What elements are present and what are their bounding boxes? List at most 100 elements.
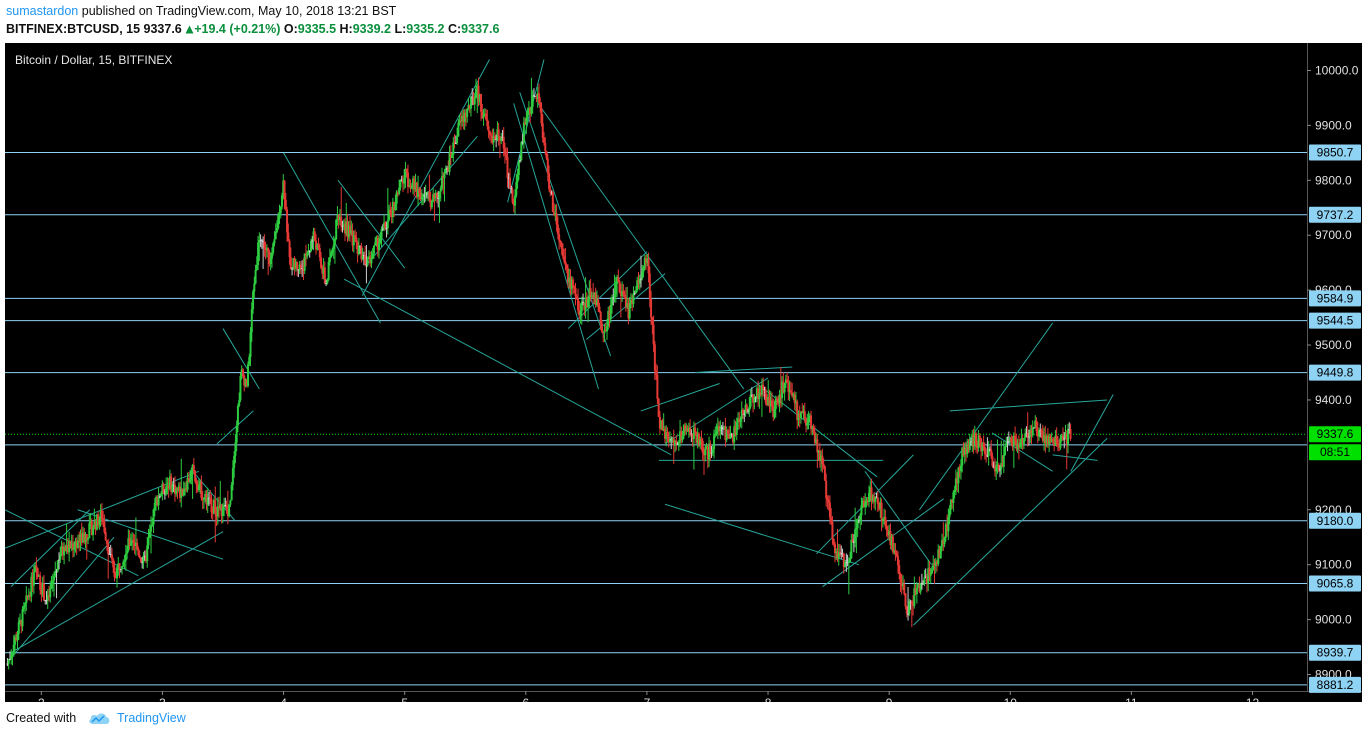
candle-body xyxy=(702,453,705,456)
y-tick-label: 10000.0 xyxy=(1315,63,1359,77)
candle-body xyxy=(495,138,498,140)
candle-body xyxy=(487,126,490,132)
candle-body xyxy=(637,280,640,284)
candle-body xyxy=(286,209,289,233)
candle-body xyxy=(1036,431,1039,437)
candle-body xyxy=(540,107,543,124)
candle-body xyxy=(160,493,163,497)
candle-body xyxy=(677,442,680,444)
candle-body xyxy=(453,142,456,144)
x-tick-label: 3 xyxy=(159,696,166,702)
candle-body xyxy=(904,593,907,607)
candle-body xyxy=(913,588,916,606)
candle-body xyxy=(1021,438,1024,445)
candle-body xyxy=(420,197,423,200)
price-chart[interactable]: 10000.09900.09800.09700.09600.09500.0940… xyxy=(5,43,1362,702)
candle-body xyxy=(97,514,100,526)
candle-body xyxy=(384,222,387,229)
chart-area[interactable]: 10000.0 9900.0 9800.0 9700.0 9600.0 9500.0 940… xyxy=(5,43,1362,702)
candle-body xyxy=(148,531,151,538)
candle-body xyxy=(126,550,129,554)
candle-body xyxy=(789,390,792,393)
candle-body xyxy=(880,502,883,521)
candle-body xyxy=(954,478,957,491)
candle-body xyxy=(1054,435,1057,446)
candle-body xyxy=(351,230,354,246)
candle-body xyxy=(428,191,431,200)
candle-body xyxy=(768,396,771,407)
candle-body xyxy=(299,264,302,269)
candle-body xyxy=(356,242,359,255)
trend-line xyxy=(1070,394,1114,472)
candle-body xyxy=(87,538,90,540)
candle-body xyxy=(578,310,581,316)
candle-body xyxy=(856,520,859,529)
candle-body xyxy=(210,498,213,513)
candle-body xyxy=(491,135,494,143)
candle-body xyxy=(903,584,906,594)
candle-body xyxy=(440,176,443,189)
level-badge: 9584.9 xyxy=(1317,291,1354,305)
candle-body xyxy=(223,505,226,507)
candle-body xyxy=(250,309,253,333)
candle-body xyxy=(1067,429,1070,445)
author-link[interactable]: sumastardon xyxy=(6,4,79,18)
candle-body xyxy=(626,303,629,308)
candle-body xyxy=(47,595,50,598)
current-price-badge-bg xyxy=(1309,426,1361,443)
candle-body xyxy=(444,168,447,174)
candle-body xyxy=(530,106,533,114)
candle-body xyxy=(905,606,908,614)
candle-body xyxy=(588,288,591,299)
candle-body xyxy=(68,541,71,553)
candle-body xyxy=(874,497,877,503)
candle-body xyxy=(158,496,161,498)
candle-body xyxy=(313,231,316,241)
candle-body xyxy=(244,378,247,386)
candle-body xyxy=(302,268,305,271)
candle-body xyxy=(40,589,43,595)
candle-body xyxy=(347,225,350,238)
candle-body xyxy=(1010,437,1013,443)
candle-body xyxy=(265,247,268,251)
candle-body xyxy=(260,240,263,242)
candle-body xyxy=(100,510,103,520)
candle-body xyxy=(146,545,149,562)
candle-body xyxy=(691,433,694,440)
candle-body xyxy=(929,573,932,576)
candle-body xyxy=(192,465,195,472)
candle-body xyxy=(1061,435,1064,440)
candle-body xyxy=(485,113,488,120)
candle-body xyxy=(536,93,539,100)
candle-body xyxy=(735,422,738,435)
candle-body xyxy=(200,481,203,499)
candle-body xyxy=(452,142,455,155)
candle-body xyxy=(517,160,520,176)
candle-body xyxy=(488,131,491,135)
candle-body xyxy=(1014,435,1017,441)
level-badge-bg xyxy=(1309,312,1361,329)
candle-body xyxy=(656,374,659,399)
candle-body xyxy=(486,119,489,127)
candle-body xyxy=(582,301,585,303)
candle-body xyxy=(439,188,442,192)
candle-body xyxy=(341,225,344,227)
candle-body xyxy=(184,488,187,491)
candle-body xyxy=(972,434,975,447)
candle-body xyxy=(862,500,865,507)
candle-body xyxy=(24,603,27,607)
candle-body xyxy=(304,253,307,257)
candle-body xyxy=(855,528,858,530)
price-change: +19.4 (+0.21%) xyxy=(194,22,281,36)
candle-body xyxy=(152,509,155,525)
candle-body xyxy=(404,168,407,179)
candle-body xyxy=(435,192,438,198)
candle-body xyxy=(700,439,703,441)
candle-body xyxy=(259,240,262,242)
candle-body xyxy=(532,95,535,97)
candle-body xyxy=(49,588,52,598)
candle-body xyxy=(956,478,959,484)
candle-body xyxy=(641,271,644,279)
tradingview-link[interactable]: TradingView xyxy=(117,711,186,725)
candle-body xyxy=(349,225,352,234)
